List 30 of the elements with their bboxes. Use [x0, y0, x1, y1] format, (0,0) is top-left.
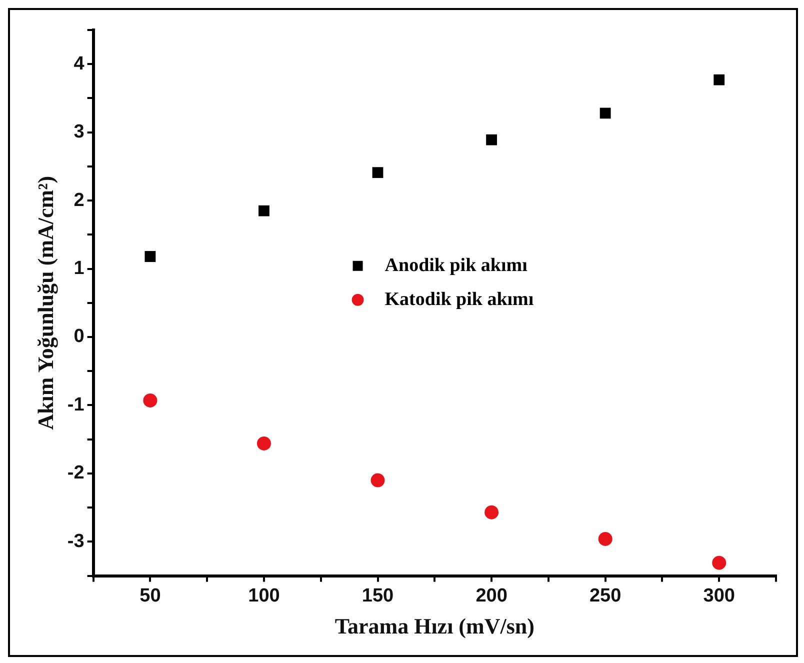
- y-tick-label: 2: [74, 190, 84, 211]
- x-tick-label: 200: [476, 585, 508, 606]
- point: [372, 167, 384, 178]
- x-tick-label: 300: [703, 585, 735, 606]
- point: [256, 436, 271, 450]
- y-tick-label: -1: [67, 394, 85, 416]
- point: [598, 532, 612, 546]
- x-tick-label: 100: [248, 585, 280, 606]
- x-tick-label: 150: [362, 585, 394, 606]
- point: [714, 74, 725, 86]
- point: [143, 393, 158, 408]
- point: [484, 505, 499, 520]
- y-tick-label: 3: [74, 122, 84, 143]
- point: [370, 473, 385, 488]
- y-tick-label: 4: [74, 53, 85, 74]
- y-tick-label: -3: [67, 530, 84, 552]
- legend-label: Anodik pik akımı: [384, 254, 528, 276]
- y-axis-title: Akım Yoğunluğu (mA/cm²): [32, 176, 58, 430]
- y-tick-label: 1: [74, 258, 85, 280]
- x-tick-label: 250: [589, 585, 622, 606]
- y-tick-label: 0: [74, 326, 84, 348]
- point: [486, 134, 497, 146]
- point: [144, 251, 156, 262]
- point: [258, 205, 270, 216]
- point: [712, 556, 726, 570]
- legend-label: Katodik pik akımı: [384, 288, 534, 310]
- y-tick-label: -2: [67, 462, 84, 484]
- x-tick-label: 50: [140, 585, 161, 606]
- point: [600, 108, 611, 119]
- x-axis-title: Tarama Hızı (mV/sn): [334, 613, 534, 638]
